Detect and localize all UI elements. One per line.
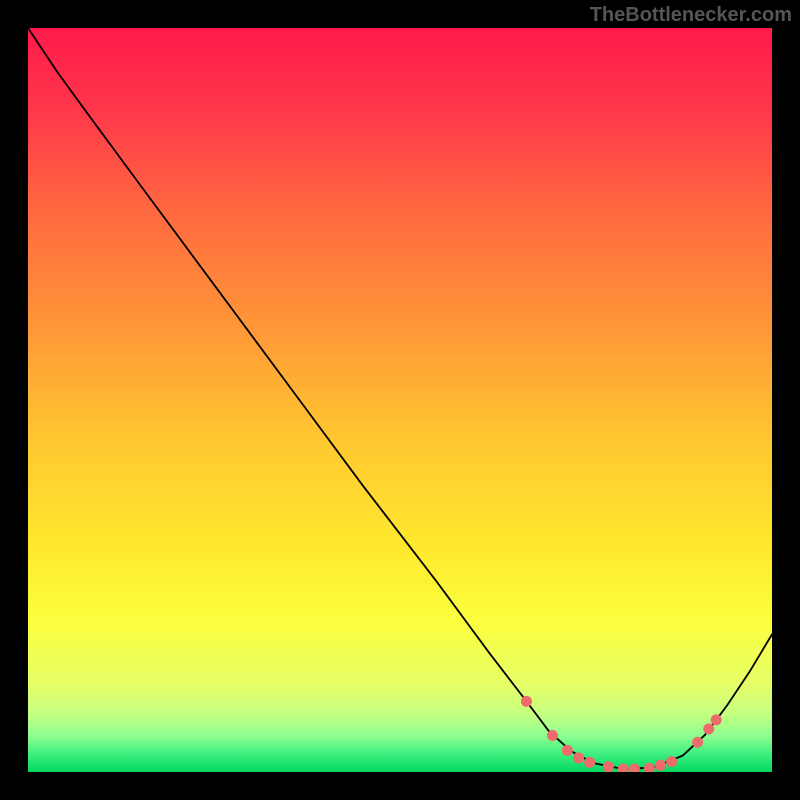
data-marker bbox=[655, 760, 666, 771]
data-marker bbox=[618, 764, 629, 772]
data-marker bbox=[547, 730, 558, 741]
data-marker bbox=[629, 764, 640, 772]
data-marker bbox=[666, 756, 677, 767]
data-marker bbox=[711, 714, 722, 725]
data-marker bbox=[521, 696, 532, 707]
marker-group bbox=[521, 696, 722, 772]
data-marker bbox=[573, 752, 584, 763]
data-marker bbox=[584, 757, 595, 768]
bottleneck-curve bbox=[28, 28, 772, 769]
data-marker bbox=[644, 763, 655, 772]
watermark-label: TheBottlenecker.com bbox=[590, 4, 792, 27]
data-marker bbox=[703, 723, 714, 734]
chart-overlay-svg bbox=[28, 28, 772, 772]
data-marker bbox=[562, 745, 573, 756]
data-marker bbox=[603, 761, 614, 772]
data-marker bbox=[692, 737, 703, 748]
chart-plot-area bbox=[28, 28, 772, 772]
